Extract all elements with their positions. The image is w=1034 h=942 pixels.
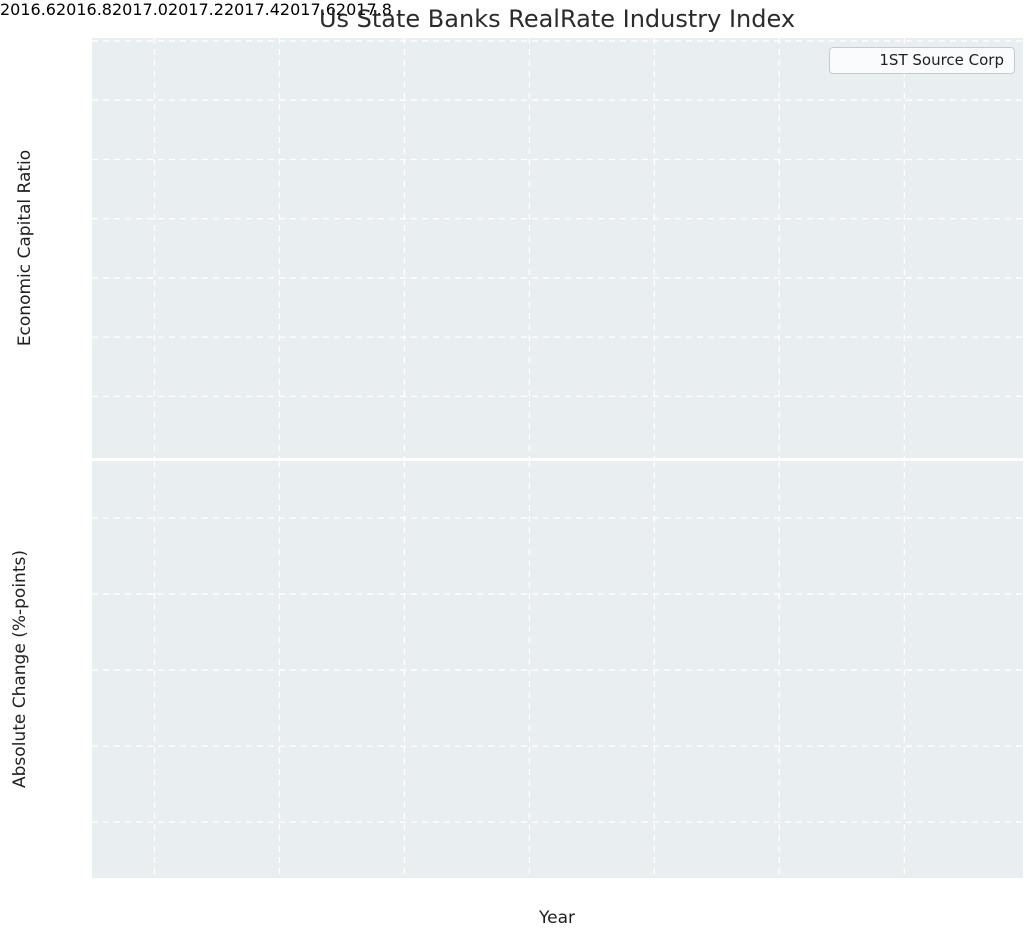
legend: 1ST Source Corp	[829, 47, 1015, 74]
legend-label: 1ST Source Corp	[879, 51, 1004, 69]
bottom-y-axis-label: Absolute Change (%-points)	[10, 550, 30, 788]
x-tick-label: 2017.6	[279, 0, 336, 19]
x-tick-label: 2017.2	[167, 0, 224, 19]
top-y-axis-label: Economic Capital Ratio	[15, 149, 35, 347]
legend-line-sample	[838, 59, 870, 62]
x-axis-label: Year	[539, 908, 575, 928]
chart-title: Us State Banks RealRate Industry Index	[318, 5, 796, 33]
x-tick-label: 2017.0	[111, 0, 168, 19]
top-grid-layer	[92, 38, 1023, 458]
x-tick-label: 2016.6	[0, 0, 56, 19]
bottom-grid-layer	[92, 461, 1023, 878]
x-tick-label: 2017.4	[223, 0, 280, 19]
x-tick-label: 2017.8	[335, 0, 392, 19]
x-tick-label: 2016.8	[55, 0, 112, 19]
bottom-axes-panel	[92, 461, 1023, 878]
top-axes-panel: 1ST Source Corp	[92, 38, 1023, 458]
